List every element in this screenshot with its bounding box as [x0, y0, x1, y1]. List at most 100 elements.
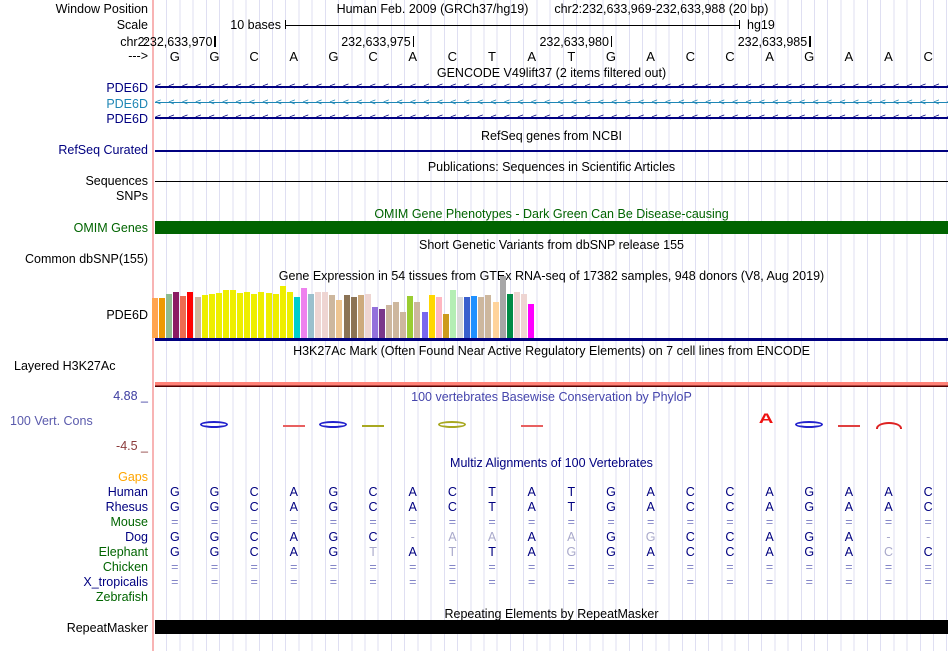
sequence-base[interactable]: T — [567, 49, 576, 64]
gtex-tissue-bar[interactable] — [322, 292, 329, 338]
snps-label[interactable]: SNPs — [116, 189, 148, 203]
gtex-tissue-bar[interactable] — [180, 296, 187, 338]
gtex-tissue-bar[interactable] — [506, 294, 513, 338]
gtex-tissue-bar[interactable] — [159, 298, 166, 338]
sequence-base[interactable]: A — [527, 49, 536, 64]
gtex-tissue-bar[interactable] — [371, 307, 378, 338]
refseq-curated-gene-line[interactable] — [155, 150, 948, 152]
gtex-tissue-bar[interactable] — [258, 292, 265, 338]
gtex-tissue-bar[interactable] — [208, 294, 215, 338]
gene-transcript-row[interactable]: <<<<<<<<<<<<<<<<<<<<<<<<<<<<<<<<<<<<<<<<… — [155, 81, 948, 93]
gtex-tissue-bar[interactable] — [357, 295, 364, 338]
gtex-tissue-bar[interactable] — [286, 292, 293, 338]
gtex-tissue-bar[interactable] — [194, 297, 201, 338]
gtex-tissue-bar[interactable] — [442, 314, 449, 338]
sequence-base[interactable]: G — [209, 49, 220, 64]
gtex-tissue-bar[interactable] — [187, 292, 194, 338]
species-label[interactable]: Rhesus — [105, 500, 148, 514]
gtex-expression-barchart[interactable] — [152, 276, 534, 338]
gtex-gene-label[interactable]: PDE6D — [106, 308, 148, 322]
sequence-base[interactable]: A — [765, 49, 774, 64]
species-label[interactable]: Gaps — [118, 470, 148, 484]
gtex-tissue-bar[interactable] — [237, 293, 244, 338]
sequence-base[interactable]: C — [685, 49, 695, 64]
gtex-tissue-bar[interactable] — [464, 297, 471, 338]
cons-glyph-dash[interactable] — [837, 425, 860, 427]
gtex-tissue-bar[interactable] — [308, 294, 315, 338]
gene-transcript-row[interactable]: <<<<<<<<<<<<<<<<<<<<<<<<<<<<<<<<<<<<<<<<… — [155, 112, 948, 124]
sequence-base[interactable]: A — [408, 49, 418, 64]
gtex-tissue-bar[interactable] — [407, 296, 414, 338]
gtex-tissue-bar[interactable] — [393, 302, 400, 338]
omim-gene-bar[interactable] — [155, 221, 948, 234]
sequence-base[interactable]: C — [368, 49, 378, 64]
gtex-tissue-bar[interactable] — [166, 294, 173, 338]
sequence-base[interactable]: C — [447, 49, 458, 64]
species-label[interactable]: X_tropicalis — [83, 575, 148, 589]
cons-glyph-letter[interactable]: A — [758, 410, 773, 426]
species-label[interactable]: Elephant — [98, 545, 148, 559]
cons-glyph-dash[interactable] — [520, 425, 543, 427]
cons-glyph-dash[interactable] — [282, 425, 305, 427]
gtex-tissue-bar[interactable] — [201, 295, 208, 338]
gtex-tissue-bar[interactable] — [315, 292, 322, 338]
gtex-tissue-bar[interactable] — [449, 290, 456, 338]
gtex-tissue-bar[interactable] — [492, 302, 499, 338]
h3k27ac-label[interactable]: Layered H3K27Ac — [14, 359, 116, 373]
sequences-label[interactable]: Sequences — [85, 174, 148, 188]
gtex-tissue-bar[interactable] — [343, 295, 350, 338]
gtex-tissue-bar[interactable] — [513, 292, 520, 338]
h3k27ac-signal-line[interactable] — [155, 382, 948, 387]
gtex-tissue-bar[interactable] — [230, 290, 237, 338]
sequence-base[interactable]: G — [169, 49, 180, 64]
species-label[interactable]: Human — [107, 485, 148, 499]
gtex-tissue-bar[interactable] — [478, 297, 485, 338]
gtex-tissue-bar[interactable] — [485, 295, 492, 338]
refseq-curated-label[interactable]: RefSeq Curated — [58, 143, 148, 157]
gtex-tissue-bar[interactable] — [222, 290, 229, 338]
gtex-tissue-bar[interactable] — [300, 288, 307, 338]
gtex-tissue-bar[interactable] — [457, 297, 464, 338]
gtex-tissue-bar[interactable] — [471, 296, 478, 338]
cons-glyph-arc[interactable] — [875, 422, 902, 429]
sequence-base[interactable]: G — [605, 49, 617, 64]
sequence-base[interactable]: G — [328, 49, 339, 64]
gtex-tissue-bar[interactable] — [152, 298, 158, 338]
sequence-base[interactable]: G — [804, 49, 815, 64]
gtex-tissue-bar[interactable] — [336, 300, 343, 338]
gtex-tissue-bar[interactable] — [414, 302, 421, 338]
sequence-base[interactable]: A — [646, 49, 655, 64]
gtex-tissue-bar[interactable] — [244, 292, 251, 338]
sequence-base[interactable]: A — [884, 49, 893, 64]
gtex-tissue-bar[interactable] — [499, 276, 506, 338]
gtex-tissue-bar[interactable] — [379, 309, 385, 338]
gtex-tissue-bar[interactable] — [364, 294, 371, 338]
cons-glyph-oval[interactable] — [200, 421, 229, 428]
gene-name-label[interactable]: PDE6D — [106, 81, 148, 95]
gene-name-label[interactable]: PDE6D — [106, 96, 148, 111]
cons-glyph-oval[interactable] — [438, 421, 467, 428]
repeatmasker-bar[interactable] — [155, 620, 948, 634]
gtex-tissue-bar[interactable] — [173, 292, 180, 338]
gtex-tissue-bar[interactable] — [520, 294, 527, 338]
gene-name-label[interactable]: PDE6D — [106, 112, 148, 126]
species-label[interactable]: Chicken — [102, 560, 148, 574]
gtex-tissue-bar[interactable] — [279, 286, 286, 338]
species-label[interactable]: Mouse — [110, 515, 148, 529]
gtex-tissue-bar[interactable] — [251, 294, 258, 338]
gtex-tissue-bar[interactable] — [215, 293, 222, 338]
gtex-tissue-bar[interactable] — [527, 304, 534, 338]
gtex-tissue-bar[interactable] — [421, 312, 428, 338]
species-label[interactable]: Zebrafish — [95, 590, 148, 604]
cons-glyph-dash[interactable] — [362, 425, 385, 427]
gene-transcript-row[interactable]: <<<<<<<<<<<<<<<<<<<<<<<<<<<<<<<<<<<<<<<<… — [155, 97, 948, 109]
species-label[interactable]: Dog — [125, 530, 148, 544]
gtex-tissue-bar[interactable] — [435, 297, 442, 338]
gtex-tissue-bar[interactable] — [428, 295, 435, 338]
gtex-tissue-bar[interactable] — [293, 297, 300, 338]
cons-glyph-oval[interactable] — [795, 421, 824, 428]
cons-glyph-oval[interactable] — [319, 421, 348, 428]
sequence-base[interactable]: C — [923, 49, 933, 64]
gtex-tissue-bar[interactable] — [350, 297, 357, 338]
gtex-tissue-bar[interactable] — [400, 312, 407, 338]
